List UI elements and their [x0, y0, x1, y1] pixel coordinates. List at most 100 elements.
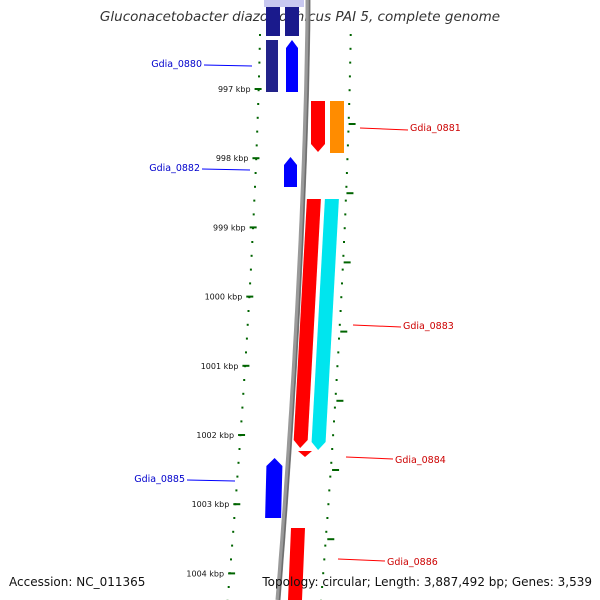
minor-tick-dot — [246, 323, 249, 326]
minor-tick-dot — [325, 530, 328, 533]
minor-tick-dot — [344, 213, 347, 216]
leader-line-Gdia_0880 — [203, 64, 253, 67]
gene-label-Gdia_0885: Gdia_0885 — [134, 474, 185, 485]
minor-tick-dot — [341, 268, 344, 271]
selection-highlight — [264, 0, 304, 7]
tick-label-999: 999 kbp — [213, 223, 246, 232]
backbone-ring-shade — [278, 0, 311, 600]
leader-line-Gdia_0882 — [201, 168, 251, 171]
minor-tick-dot — [258, 47, 261, 50]
gene-arrow-Gdia_0881 — [311, 101, 325, 152]
leader-line-Gdia_0884 — [345, 456, 394, 460]
gene-arrow-Gdia_0883 — [293, 199, 321, 448]
gene-arrow-Gdia_0883-cyan — [311, 199, 339, 450]
minor-tick-dot — [326, 517, 329, 519]
gene-label-Gdia_0886: Gdia_0886 — [387, 557, 438, 568]
minor-tick-dot — [258, 75, 260, 78]
minor-tick-dot — [249, 282, 252, 285]
minor-tick-dot — [349, 61, 352, 64]
minor-tick-dot — [258, 61, 261, 64]
tick-label-1003: 1003 kbp — [192, 500, 230, 509]
tick-label-1001: 1001 kbp — [201, 362, 239, 371]
minor-tick-dot — [324, 544, 327, 547]
minor-tick-dot — [251, 241, 254, 243]
minor-tick-dot — [256, 116, 259, 119]
minor-tick-dot — [333, 420, 335, 423]
minor-tick-dot — [341, 282, 343, 285]
minor-tick-dot — [242, 392, 245, 395]
minor-tick-dot — [339, 310, 342, 312]
minor-tick-dot — [330, 461, 333, 464]
minor-tick-dot — [338, 323, 341, 326]
minor-tick-dot — [321, 586, 324, 588]
minor-tick-dot — [236, 475, 239, 478]
gene-label-Gdia_0880: Gdia_0880 — [151, 59, 202, 70]
minor-tick-dot — [347, 130, 350, 133]
topology-text: Topology: circular; Length: 3,887,492 bp… — [262, 575, 592, 589]
minor-tick-dot — [259, 34, 261, 36]
minor-tick-dot — [328, 489, 331, 492]
leader-line-Gdia_0885 — [186, 479, 236, 482]
minor-tick-dot — [233, 517, 236, 519]
minor-tick-dot — [342, 254, 345, 257]
minor-tick-dot — [238, 448, 241, 450]
gene-arrow-Gdia_0884 — [298, 451, 312, 457]
minor-tick-dot — [340, 296, 343, 299]
minor-tick-dot — [332, 434, 335, 437]
minor-tick-dot — [336, 365, 339, 368]
minor-tick-dot — [235, 489, 238, 492]
gene-arrow-Gdia_0885 — [265, 458, 283, 518]
tick-label-997: 997 kbp — [218, 85, 251, 94]
minor-tick-dot — [327, 503, 330, 506]
gene-label-Gdia_0881: Gdia_0881 — [410, 123, 461, 134]
minor-tick-dot — [256, 130, 259, 133]
minor-tick-dot — [254, 172, 257, 174]
gene-block-top-dark — [266, 0, 280, 36]
minor-tick-dot — [343, 241, 345, 243]
minor-tick-dot — [255, 144, 258, 147]
leader-line-Gdia_0883 — [352, 324, 402, 328]
tick-label-1002: 1002 kbp — [196, 431, 234, 440]
minor-tick-dot — [322, 572, 325, 575]
minor-tick-dot — [241, 406, 244, 409]
gene-arrow-Gdia_0880 — [286, 40, 298, 92]
minor-tick-dot — [348, 75, 351, 78]
minor-tick-dot — [254, 185, 256, 188]
leader-line-Gdia_0881 — [359, 127, 409, 131]
gene-arrow-Gdia_0882 — [284, 157, 297, 187]
minor-tick-dot — [338, 337, 340, 340]
minor-tick-dot — [230, 558, 232, 561]
gene-label-Gdia_0884: Gdia_0884 — [395, 455, 446, 466]
minor-tick-dot — [243, 379, 246, 381]
minor-tick-dot — [337, 351, 340, 354]
minor-tick-dot — [323, 558, 326, 561]
minor-tick-dot — [348, 103, 351, 105]
gene-arrow-Gdia_0880-a — [266, 40, 278, 92]
tick-label-1004: 1004 kbp — [186, 569, 224, 578]
minor-tick-dot — [252, 213, 255, 216]
leader-line-Gdia_0886 — [337, 558, 386, 562]
minor-tick-dot — [257, 103, 260, 105]
minor-tick-dot — [348, 89, 351, 92]
minor-tick-dot — [345, 185, 348, 188]
minor-tick-dot — [232, 530, 235, 533]
backbone-ring — [275, 0, 311, 600]
tick-label-1000: 1000 kbp — [205, 293, 243, 302]
minor-tick-dot — [249, 268, 252, 271]
gene-arrow-Gdia_0881-b — [330, 101, 344, 153]
minor-tick-dot — [346, 158, 349, 161]
minor-tick-dot — [335, 379, 338, 381]
gene-label-Gdia_0883: Gdia_0883 — [403, 321, 454, 332]
minor-tick-dot — [240, 420, 243, 423]
minor-tick-dot — [334, 392, 337, 395]
minor-tick-dot — [344, 199, 347, 202]
gene-block-top-dark — [285, 0, 299, 36]
minor-tick-dot — [245, 351, 247, 354]
minor-tick-dot — [227, 586, 230, 588]
minor-tick-dot — [331, 448, 334, 450]
minor-tick-dot — [329, 475, 332, 478]
minor-tick-dot — [257, 89, 260, 92]
tick-label-998: 998 kbp — [216, 154, 249, 163]
